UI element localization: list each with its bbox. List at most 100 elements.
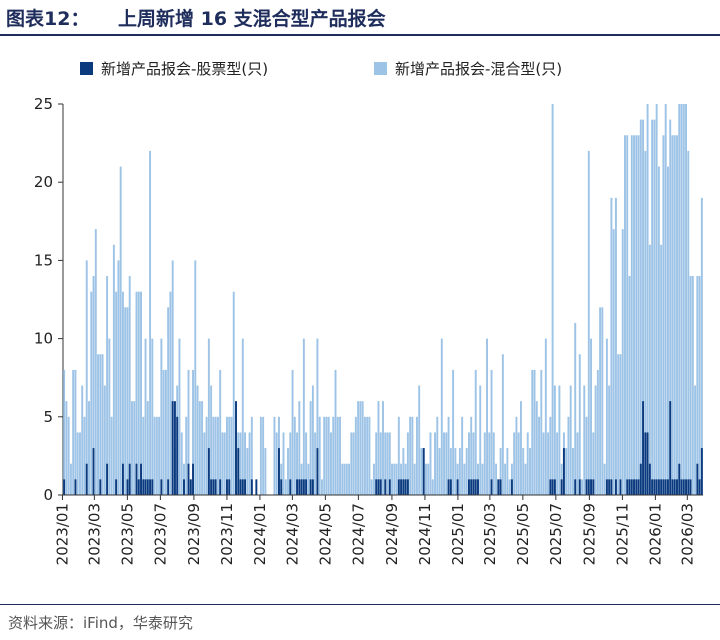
bar-mixed xyxy=(486,338,488,495)
bar-mixed xyxy=(533,369,536,495)
bar-stock xyxy=(305,479,308,495)
bar-mixed xyxy=(354,416,357,495)
y-tick-label: 25 xyxy=(34,95,53,113)
bar-stock xyxy=(676,479,678,495)
bar-stock xyxy=(592,479,595,495)
bar-mixed xyxy=(205,416,208,495)
bar-mixed xyxy=(413,463,416,495)
bar-stock xyxy=(219,479,222,495)
bar-mixed xyxy=(687,150,690,496)
bar-mixed xyxy=(131,401,133,495)
bar-mixed xyxy=(467,432,470,495)
bar-mixed xyxy=(372,463,375,495)
bar-mixed xyxy=(350,432,353,495)
x-tick-label: 2026/01 xyxy=(646,503,664,565)
bar-stock xyxy=(560,479,563,495)
bar-mixed xyxy=(630,135,633,495)
bar-stock xyxy=(628,479,631,495)
bar-mixed xyxy=(212,416,215,495)
bar-mixed xyxy=(230,416,233,495)
bar-mixed xyxy=(639,119,642,495)
bar-mixed xyxy=(406,432,409,495)
bar-mixed xyxy=(293,416,296,495)
x-tick-label: 2024/07 xyxy=(349,503,367,565)
bar-mixed xyxy=(646,104,649,495)
bar-mixed xyxy=(447,416,450,495)
bar-mixed xyxy=(657,166,660,495)
bar-stock xyxy=(296,479,299,495)
bar-mixed xyxy=(153,416,156,495)
bar-stock xyxy=(680,479,683,495)
bar-mixed xyxy=(366,416,369,495)
bar-stock xyxy=(388,479,391,495)
bar-mixed xyxy=(178,338,181,495)
bar-stock xyxy=(633,479,635,495)
bar-stock xyxy=(128,463,131,495)
bar-stock xyxy=(149,479,152,495)
bar-mixed xyxy=(587,150,590,496)
bar-mixed xyxy=(465,448,468,495)
x-tick-label: 2024/01 xyxy=(251,503,269,565)
bar-mixed xyxy=(666,166,669,495)
bar-mixed xyxy=(307,463,310,495)
bar-mixed xyxy=(691,276,694,495)
bar-mixed xyxy=(483,432,486,495)
bar-mixed xyxy=(662,135,665,495)
bar-stock xyxy=(578,479,581,495)
bar-stock xyxy=(456,479,459,495)
bar-mixed xyxy=(128,276,131,495)
x-tick-label: 2026/03 xyxy=(678,503,696,565)
x-tick-label: 2023/03 xyxy=(85,503,103,565)
bar-mixed xyxy=(65,401,68,495)
bar-stock xyxy=(474,479,477,495)
source-divider xyxy=(0,604,720,605)
bar-mixed xyxy=(608,385,611,495)
bar-mixed xyxy=(357,401,360,495)
bar-stock xyxy=(316,448,319,495)
bar-mixed xyxy=(626,135,629,495)
bar-mixed xyxy=(583,385,586,495)
bar-mixed xyxy=(529,448,531,495)
bar-mixed xyxy=(651,119,654,495)
bar-stock xyxy=(655,479,658,495)
bar-mixed xyxy=(633,135,635,495)
bar-stock xyxy=(662,479,665,495)
bar-mixed xyxy=(164,369,167,495)
bar-mixed xyxy=(314,432,317,495)
legend-swatch-mixed xyxy=(374,62,387,75)
bar-stock xyxy=(626,479,629,495)
bar-mixed xyxy=(72,369,75,495)
bar-mixed xyxy=(671,135,674,495)
bar-stock xyxy=(239,479,242,495)
bar-stock xyxy=(685,479,687,495)
bar-mixed xyxy=(250,416,253,495)
bar-mixed xyxy=(617,354,620,495)
x-tick-label: 2023/05 xyxy=(118,503,136,565)
bar-mixed xyxy=(660,244,663,495)
y-tick-label: 15 xyxy=(34,251,53,269)
figure-label: 图表12： xyxy=(6,8,90,30)
legend-label-stock: 新增产品报会-股票型(只) xyxy=(101,60,268,78)
bar-mixed xyxy=(504,463,507,495)
bar-mixed xyxy=(219,369,222,495)
bar-mixed xyxy=(624,135,626,495)
bar-mixed xyxy=(115,291,118,495)
bar-mixed xyxy=(470,416,473,495)
bar-mixed xyxy=(325,416,328,495)
bar-stock xyxy=(651,479,654,495)
bar-stock xyxy=(212,479,215,495)
bar-mixed xyxy=(142,416,145,495)
x-tick-label: 2025/05 xyxy=(514,503,532,565)
bar-stock xyxy=(187,463,190,495)
bar-stock xyxy=(99,479,102,495)
bar-mixed xyxy=(440,338,443,495)
bar-stock xyxy=(449,479,452,495)
bar-mixed xyxy=(264,448,267,495)
bar-mixed xyxy=(275,432,278,495)
bar-mixed xyxy=(621,229,624,495)
bar-mixed xyxy=(370,479,373,495)
bar-stock xyxy=(121,463,124,495)
bar-mixed xyxy=(599,307,602,495)
bar-stock xyxy=(689,479,692,495)
bar-mixed xyxy=(207,338,210,495)
